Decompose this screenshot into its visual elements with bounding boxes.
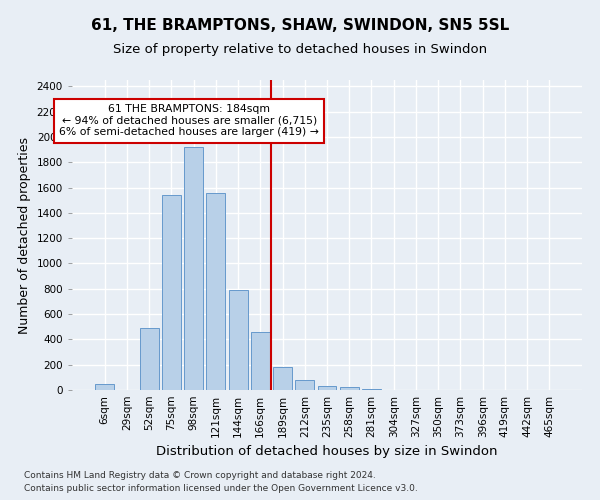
Text: Contains HM Land Registry data © Crown copyright and database right 2024.: Contains HM Land Registry data © Crown c…: [24, 470, 376, 480]
Bar: [206, 192, 225, 390]
Bar: [295, 380, 314, 390]
X-axis label: Distribution of detached houses by size in Swindon: Distribution of detached houses by size …: [156, 446, 498, 458]
Bar: [162, 195, 181, 390]
Text: Size of property relative to detached houses in Swindon: Size of property relative to detached ho…: [113, 42, 487, 56]
Bar: [95, 384, 114, 390]
Bar: [229, 290, 248, 390]
Bar: [184, 147, 203, 390]
Bar: [340, 388, 359, 390]
Bar: [273, 366, 292, 390]
Text: 61 THE BRAMPTONS: 184sqm
← 94% of detached houses are smaller (6,715)
6% of semi: 61 THE BRAMPTONS: 184sqm ← 94% of detach…: [59, 104, 319, 137]
Bar: [251, 332, 270, 390]
Bar: [317, 386, 337, 390]
Text: Contains public sector information licensed under the Open Government Licence v3: Contains public sector information licen…: [24, 484, 418, 493]
Bar: [140, 328, 158, 390]
Text: 61, THE BRAMPTONS, SHAW, SWINDON, SN5 5SL: 61, THE BRAMPTONS, SHAW, SWINDON, SN5 5S…: [91, 18, 509, 32]
Y-axis label: Number of detached properties: Number of detached properties: [18, 136, 31, 334]
